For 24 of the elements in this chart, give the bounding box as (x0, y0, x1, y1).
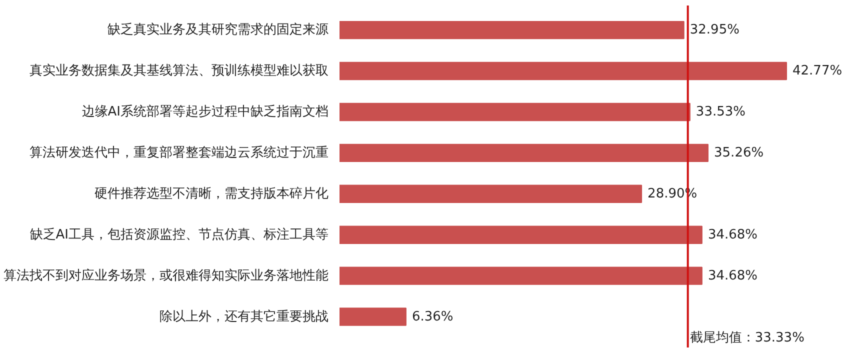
bar (340, 144, 709, 162)
data-label: 42.77% (792, 64, 842, 79)
y-tick-label: 硬件推荐选型不清晰，需支持版本碎片化 (94, 186, 328, 202)
data-label: 35.26% (714, 145, 764, 160)
data-label: 6.36% (412, 309, 454, 324)
y-tick-label: 缺乏真实业务及其研究需求的固定来源 (108, 22, 328, 38)
data-label: 34.68% (708, 268, 758, 284)
data-label: 32.95% (690, 22, 740, 38)
data-label: 34.68% (708, 227, 758, 242)
y-tick-label: 真实业务数据集及其基线算法、预训练模型难以获取 (30, 64, 328, 79)
y-tick-label: 边缘AI系统部署等起步过程中缺乏指南文档 (82, 104, 329, 120)
ref-line-label: 截尾均值：33.33% (690, 330, 804, 346)
bar (340, 20, 684, 40)
bar (340, 266, 702, 285)
y-tick-label: 除以上外，还有其它重要挑战 (160, 308, 328, 324)
bar (340, 102, 690, 122)
y-tick-label: 缺乏AI工具，包括资源监控、节点仿真、标注工具等 (30, 227, 329, 242)
data-label: 33.53% (696, 104, 746, 120)
bar (340, 184, 642, 204)
bar (340, 308, 406, 326)
y-tick-label: 算法研发迭代中，重复部署整套端边云系统过于沉重 (30, 145, 328, 160)
bar (340, 62, 788, 80)
y-tick-label: 算法找不到对应业务场景，或很难得知实际业务落地性能 (4, 267, 328, 284)
bar (340, 226, 702, 244)
